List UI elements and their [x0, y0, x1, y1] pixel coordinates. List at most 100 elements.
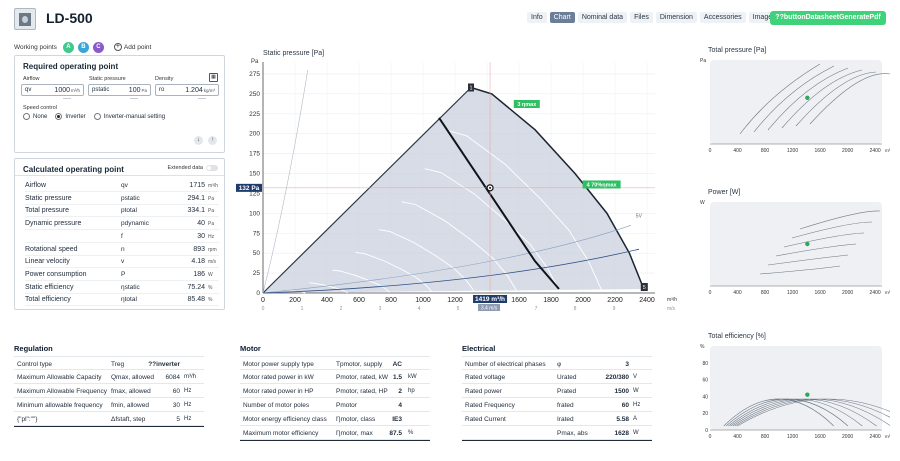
regulation-row-symbol: fmax, allowed	[111, 388, 151, 395]
electrical-row-name: Rated Current	[465, 416, 506, 423]
regulation-row-value: 5	[176, 416, 180, 423]
electrical-title: Electrical	[462, 344, 496, 353]
tab-accessories[interactable]: Accessories	[699, 12, 746, 23]
speed-option-label: None	[33, 113, 48, 120]
calculated-row-value: 40	[197, 220, 205, 228]
speed-curve	[355, 251, 433, 293]
y-tick-label: 225	[249, 111, 260, 118]
electrical-row-value: 5.58	[616, 416, 629, 423]
motor-row: Motor rated power in kW Pmotor, rated, kW…	[240, 370, 430, 384]
mini-chart-title: Total efficiency [%]	[708, 333, 766, 340]
speed-control-options: None Inverter Inverter-manual setting	[23, 113, 165, 120]
input-divider	[63, 98, 71, 99]
regulation-row: {"pl":""} Δfstaft, step 5 Hz	[14, 412, 204, 426]
regulation-row-value: 60	[172, 388, 180, 395]
mini-x-tick: 400	[733, 434, 742, 440]
motor-row-unit: kW	[408, 374, 417, 380]
electrical-row-value: 1628	[614, 430, 629, 437]
airflow-symbol: qv	[25, 87, 32, 93]
density-input[interactable]: ro 1.204 kg/m³	[155, 84, 219, 96]
regulation-row: Minimum allowable frequency fmin, allowed…	[14, 398, 204, 412]
tab-dimension[interactable]: Dimension	[655, 12, 697, 23]
y-tick-label: 25	[253, 270, 261, 277]
input-divider	[198, 98, 206, 99]
static-pressure-unit: Pa	[141, 87, 147, 93]
download-icon[interactable]: ↓	[194, 136, 203, 145]
calculated-row: Dynamic pressure pdynamic 40 Pa	[25, 218, 219, 231]
required-operating-point-panel: Required operating point ▦ Airflow Stati…	[14, 55, 225, 153]
speed-option-inverter-manual[interactable]: Inverter-manual setting	[93, 113, 165, 120]
tab-chart[interactable]: Chart	[549, 12, 575, 23]
mini-operating-point[interactable]	[805, 392, 810, 397]
calculated-row-value: 85.48	[187, 296, 205, 304]
calculated-row: Airflow qv 1715 m³/h	[25, 180, 219, 192]
mini-plot-area	[710, 60, 882, 144]
mini-x-tick: 2400	[870, 434, 881, 440]
mini-operating-point[interactable]	[805, 95, 810, 100]
x-tick-label: 600	[353, 297, 365, 304]
total-efficiency-chart[interactable]: Total efficiency [%]%0 400 800 1200 1600 2000…	[700, 330, 890, 445]
tab-files[interactable]: Files	[630, 12, 653, 23]
y-tick-label: 100	[249, 210, 260, 217]
motor-row-name: Motor power supply type	[243, 361, 314, 368]
velocity-tick-label: 7	[535, 306, 538, 312]
motor-row: Maximum motor efficiency Ƞmotor, max 87.5%	[240, 426, 430, 440]
calculated-row-symbol: ptotal	[121, 207, 137, 215]
calculated-row-value: 334.1	[187, 207, 205, 215]
working-point-b[interactable]: B	[77, 41, 89, 53]
mini-y-tick: 40	[702, 394, 708, 400]
working-point-c[interactable]: C	[92, 41, 104, 53]
y-tick-label: 75	[253, 230, 261, 237]
generate-datasheet-button[interactable]: ??buttonDatasheetGeneratePdf	[770, 11, 886, 25]
upload-icon[interactable]: ↑	[208, 136, 217, 145]
speed-curve-label: 5V	[636, 213, 643, 219]
add-point-button[interactable]: + Add point	[113, 43, 151, 51]
x-tick-label: 1600	[511, 297, 527, 304]
extended-data-toggle[interactable]: Extended data	[168, 165, 218, 171]
calculated-row-value: 75.24	[187, 283, 205, 291]
working-point-a[interactable]: A	[62, 41, 74, 53]
airflow-input[interactable]: qv 1000 m³/h	[21, 84, 84, 96]
electrical-row-value: 60	[621, 402, 629, 409]
calculated-row-unit: Pa	[208, 221, 215, 228]
motor-row-value: 2	[398, 388, 402, 395]
speed-option-inverter[interactable]: Inverter	[55, 113, 86, 120]
motor-row-value: IE3	[392, 416, 402, 423]
mini-y-tick: 80	[702, 361, 708, 367]
regulation-row-value: 30	[172, 402, 180, 409]
mini-operating-point[interactable]	[805, 241, 810, 247]
speed-option-none[interactable]: None	[23, 113, 47, 120]
tab-nominal-data[interactable]: Nominal data	[577, 12, 628, 23]
static-pressure-input[interactable]: pstatic 100 Pa	[88, 84, 151, 96]
electrical-row-symbol: φ	[557, 361, 562, 368]
mini-x-unit: m³/h	[885, 290, 890, 295]
regulation-row-name: Maximum Allowable Capacity	[17, 374, 102, 381]
calculator-icon[interactable]: ▦	[209, 73, 218, 82]
motor-row: Motor rated power in HP Pmotor, rated, HP…	[240, 384, 430, 398]
y-tick-label: 0	[256, 290, 260, 297]
static-pressure-label: Static pressure	[89, 76, 126, 82]
x-marker-box	[473, 295, 508, 303]
power-curve	[783, 232, 865, 248]
mini-x-unit: m³/h	[885, 148, 890, 153]
x-tick-label: 200	[289, 297, 301, 304]
tab-info[interactable]: Info	[527, 12, 547, 23]
electrical-table-end	[462, 440, 652, 441]
total-pressure-chart[interactable]: Total pressure [Pa]Pa 0 400 800 1200 1600 2000…	[700, 44, 890, 159]
motor-title: Motor	[240, 344, 261, 353]
motor-row-name: Number of motor poles	[243, 402, 310, 409]
motor-row-unit: hp	[408, 388, 415, 394]
velocity-unit-label: m/s	[667, 306, 676, 312]
motor-row-value: AC	[392, 361, 402, 368]
mini-x-tick: 0	[709, 434, 712, 440]
calculated-row-name: Airflow	[25, 182, 47, 189]
y-tick-label: 150	[249, 171, 260, 178]
mini-chart-title: Total pressure [Pa]	[708, 47, 766, 54]
calculated-row-symbol: ηstatic	[121, 283, 140, 291]
power-chart[interactable]: Power [W]W 0 400 800 1200 1600 2000 2400 m³/h	[700, 186, 890, 301]
tab-images[interactable]: Images	[748, 12, 780, 23]
divider	[15, 175, 224, 176]
pressure-curve	[739, 63, 821, 135]
regulation-row-value: ??inverter	[148, 361, 180, 368]
